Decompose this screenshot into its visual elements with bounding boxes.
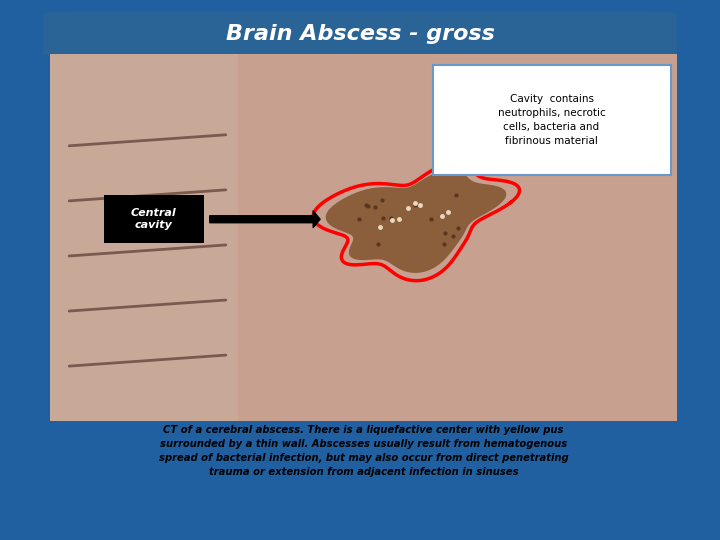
- Text: Foundation Block: Foundation Block: [605, 518, 706, 528]
- FancyBboxPatch shape: [50, 54, 677, 421]
- Text: Pathology Dept, KSU: Pathology Dept, KSU: [14, 518, 136, 528]
- Polygon shape: [238, 54, 677, 421]
- Text: Brain Abscess - gross: Brain Abscess - gross: [225, 24, 495, 44]
- Text: Central
cavity: Central cavity: [131, 208, 176, 230]
- Text: CT of a cerebral abscess. There is a liquefactive center with yellow pus
surroun: CT of a cerebral abscess. There is a liq…: [159, 425, 568, 477]
- FancyBboxPatch shape: [433, 65, 670, 175]
- Polygon shape: [50, 54, 251, 421]
- FancyBboxPatch shape: [104, 195, 204, 243]
- Polygon shape: [325, 169, 506, 273]
- FancyBboxPatch shape: [43, 11, 677, 56]
- Text: Cavity  contains
neutrophils, necrotic
cells, bacteria and
fibrinous material: Cavity contains neutrophils, necrotic ce…: [498, 94, 606, 146]
